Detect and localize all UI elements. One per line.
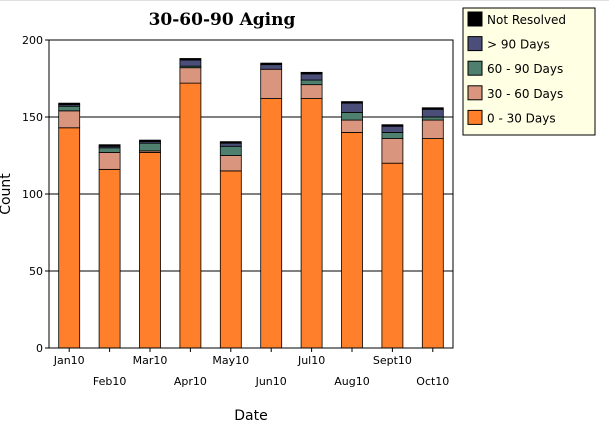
bar-Jan10-series-0: [58, 127, 81, 349]
legend-swatch-0: [467, 11, 483, 27]
legend-label-4: 0 - 30 Days: [487, 111, 556, 125]
x-tick-label-Oct10: Oct10: [416, 375, 449, 388]
bar-Oct10-series-0: [421, 138, 444, 349]
y-axis-label: Count: [0, 173, 14, 215]
bar-Sept10-series-3: [381, 125, 404, 133]
legend-label-1: > 90 Days: [487, 38, 550, 52]
bar-Oct10-series-2: [421, 116, 444, 121]
x-tick-label-Mar10: Mar10: [133, 354, 168, 367]
bar-Oct10-series-1: [421, 119, 444, 139]
bar-Aug10-series-1: [341, 119, 363, 133]
legend-label-0: Not Resolved: [487, 13, 566, 27]
y-tick-label-50: 50: [29, 265, 43, 278]
bar-Sept10-series-0: [381, 162, 404, 349]
bar-Jun10-series-3: [260, 64, 283, 70]
bar-Apr10-series-4: [179, 58, 202, 61]
bar-Apr10-series-1: [179, 67, 202, 84]
x-tick-label-May10: May10: [212, 354, 249, 367]
x-tick-label-Jun10: Jun10: [255, 375, 287, 388]
x-tick-label-Jan10: Jan10: [53, 354, 85, 367]
bar-May10-series-0: [219, 170, 242, 349]
bar-Feb10-series-0: [98, 168, 121, 349]
legend: Not Resolved > 90 Days 60 - 90 Days 30 - 60…: [462, 7, 596, 136]
bar-Jul10-series-2: [300, 79, 323, 86]
x-tick-label-Jul10: Jul10: [297, 354, 325, 367]
legend-swatch-3: [467, 85, 483, 101]
y-tick-label-100: 100: [22, 188, 43, 201]
bar-Aug10-series-0: [341, 131, 363, 349]
bar-Jan10-series-1: [58, 110, 81, 129]
x-tick-label-Apr10: Apr10: [174, 375, 207, 388]
y-tick-label-150: 150: [22, 111, 43, 124]
legend-swatch-1: [467, 36, 483, 52]
bar-Oct10-series-4: [421, 107, 444, 110]
x-tick-label-Feb10: Feb10: [93, 375, 126, 388]
bar-Aug10-series-4: [341, 101, 363, 104]
bar-Sept10-series-1: [381, 138, 404, 164]
bar-Jan10-series-2: [58, 105, 81, 112]
bar-Feb10-series-2: [98, 147, 121, 153]
bar-Mar10-series-0: [139, 152, 161, 349]
y-tick-label-0: 0: [36, 342, 43, 355]
legend-box: [462, 7, 596, 136]
bar-Jul10-series-0: [300, 98, 323, 349]
bar-May10-series-4: [219, 141, 242, 144]
bar-Jun10-series-4: [260, 62, 283, 66]
bar-Jun10-series-0: [260, 98, 283, 349]
bar-Jul10-series-3: [300, 73, 323, 81]
bar-Jun10-series-1: [260, 68, 283, 99]
bar-May10-series-1: [219, 155, 242, 172]
x-tick-label-Aug10: Aug10: [334, 375, 369, 388]
bar-Apr10-series-3: [179, 59, 202, 67]
bar-Aug10-series-2: [341, 111, 363, 121]
bar-May10-series-3: [219, 142, 242, 147]
bar-Oct10-series-3: [421, 108, 444, 118]
y-tick-label-200: 200: [22, 34, 43, 47]
legend-label-3: 30 - 60 Days: [487, 87, 563, 101]
bar-Jul10-series-4: [300, 71, 323, 75]
bar-May10-series-2: [219, 145, 242, 156]
bar-Apr10-series-0: [179, 82, 202, 349]
bar-Feb10-series-4: [98, 144, 121, 147]
bar-Sept10-series-4: [381, 124, 404, 127]
bar-Feb10-series-1: [98, 152, 121, 170]
legend-label-2: 60 - 90 Days: [487, 62, 563, 76]
chart-title: 30-60-90 Aging: [149, 10, 296, 30]
bar-Jul10-series-1: [300, 84, 323, 99]
bar-Mar10-series-4: [139, 139, 161, 143]
legend-swatch-4: [467, 109, 483, 125]
x-tick-label-Sept10: Sept10: [373, 354, 412, 367]
bar-Jan10-series-4: [58, 102, 81, 106]
legend-swatch-2: [467, 60, 483, 76]
x-axis-label: Date: [234, 408, 267, 424]
bar-Sept10-series-2: [381, 131, 404, 139]
top-border: [0, 0, 609, 1]
bar-Mar10-series-2: [139, 142, 161, 152]
bar-Aug10-series-3: [341, 102, 363, 113]
